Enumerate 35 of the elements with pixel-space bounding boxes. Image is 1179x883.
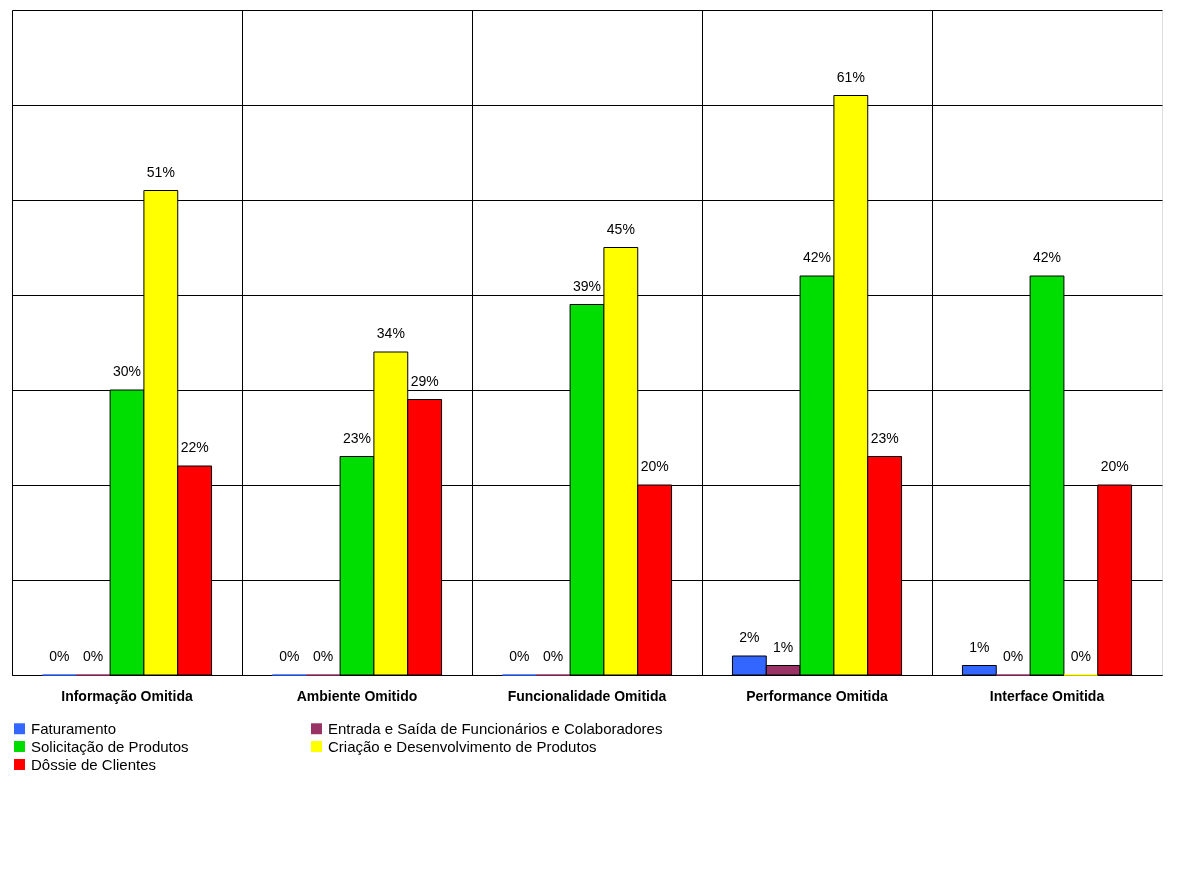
data-label: 23% bbox=[870, 429, 899, 446]
data-label: 45% bbox=[606, 220, 635, 237]
data-label: 42% bbox=[1032, 249, 1062, 265]
data-label: 0% bbox=[83, 648, 104, 664]
legend-label: Dôssie de Clientes bbox=[31, 755, 157, 773]
data-label: 42% bbox=[802, 249, 832, 265]
data-label: 2% bbox=[739, 629, 760, 645]
data-label: 0% bbox=[1003, 648, 1024, 664]
data-label: 30% bbox=[112, 363, 142, 379]
x-tick-label: Ambiente Omitido bbox=[296, 687, 418, 704]
data-label: 22% bbox=[180, 439, 209, 455]
data-label: 23% bbox=[342, 429, 372, 446]
x-tick-label: Performance Omitida bbox=[746, 687, 889, 704]
data-label: 34% bbox=[376, 325, 405, 341]
data-label: 0% bbox=[279, 648, 300, 664]
data-label: 20% bbox=[1100, 458, 1129, 474]
data-label: 39% bbox=[572, 277, 602, 294]
legend-label: Criação e Desenvolvimento de Produtos bbox=[328, 737, 597, 755]
x-tick-label: Interface Omitida bbox=[989, 687, 1105, 704]
data-label: 61% bbox=[836, 68, 865, 85]
x-tick-label: Informação Omitida bbox=[61, 687, 193, 704]
data-label: 29% bbox=[410, 372, 439, 389]
data-label: 1% bbox=[773, 638, 794, 655]
legend-label: Entrada e Saída de Funcionários e Colaboradores bbox=[328, 719, 663, 737]
legend-label: Solicitação de Produtos bbox=[31, 737, 189, 755]
data-label: 1% bbox=[969, 638, 990, 655]
legend-label: Faturamento bbox=[31, 719, 117, 737]
data-label: 0% bbox=[49, 648, 70, 664]
data-label: 0% bbox=[509, 648, 530, 664]
data-label: 0% bbox=[1070, 648, 1091, 664]
data-label: 20% bbox=[640, 458, 669, 474]
data-label: 0% bbox=[543, 648, 564, 664]
data-label: 51% bbox=[146, 163, 175, 180]
data-label: 0% bbox=[313, 648, 334, 664]
x-tick-label: Funcionalidade Omitida bbox=[507, 687, 667, 704]
